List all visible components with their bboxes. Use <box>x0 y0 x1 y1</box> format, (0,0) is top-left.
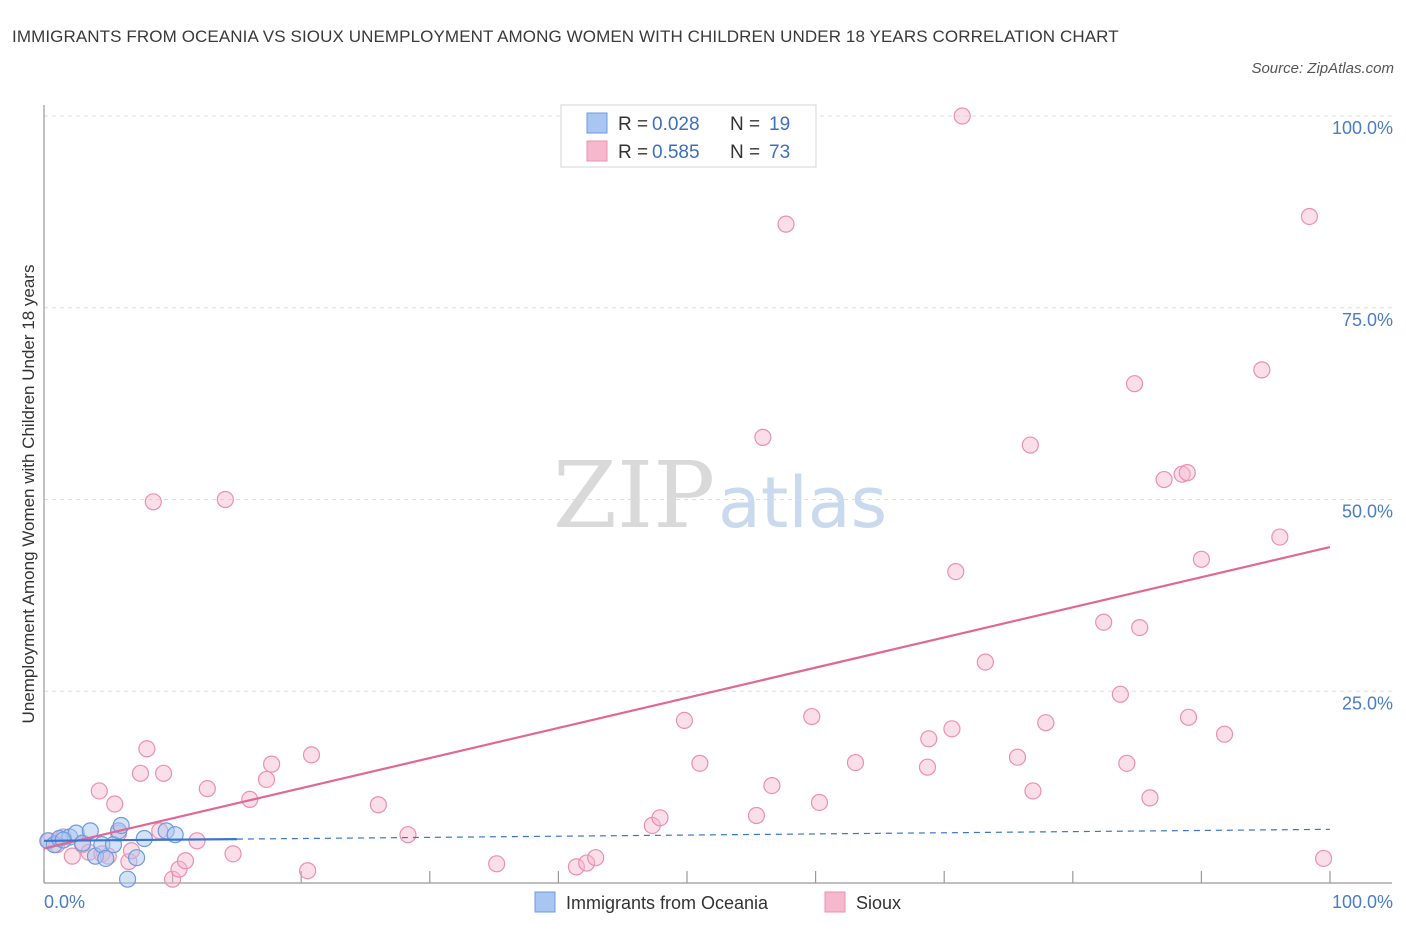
watermark-zip: ZIP <box>553 442 715 549</box>
sioux-point-35 <box>587 849 605 867</box>
y-tick-label-50: 50.0% <box>1342 502 1393 522</box>
y-tick-label-75: 75.0% <box>1342 310 1393 330</box>
chart-source: Source: ZipAtlas.com <box>1251 60 1394 77</box>
sioux-point-9 <box>106 795 124 813</box>
sioux-point-13 <box>131 764 150 782</box>
sioux-point-24 <box>224 845 242 863</box>
sioux-point-67 <box>1192 550 1211 568</box>
sioux-point-45 <box>810 793 829 812</box>
oceania-point-15 <box>135 829 153 848</box>
sioux-point-39 <box>691 754 709 772</box>
sioux-point-6 <box>90 782 108 800</box>
legend-n-label-sioux: N = <box>730 142 760 163</box>
sioux-point-56 <box>1037 714 1055 732</box>
y-tick-label-25: 25.0% <box>1342 693 1393 713</box>
legend-r-label-oceania: R = <box>618 114 648 135</box>
x-tick-label-min: 0.0% <box>44 892 85 912</box>
sioux-point-59 <box>1118 754 1136 772</box>
sioux-point-52 <box>976 653 994 671</box>
sioux-point-54 <box>1021 436 1039 454</box>
sioux-point-55 <box>1024 782 1042 800</box>
sioux-point-15 <box>144 493 162 511</box>
sioux-point-58 <box>1111 685 1129 703</box>
sioux-point-32 <box>488 855 506 873</box>
oceania-point-13 <box>118 870 137 888</box>
legend-swatch-oceania <box>586 112 608 134</box>
sioux-point-60 <box>1125 375 1144 393</box>
series-legend-swatch-oceania <box>534 891 556 913</box>
sioux-trend-line <box>43 545 1331 850</box>
sioux-point-38 <box>675 711 694 729</box>
correlation-legend: R = 0.028 N = 19 R = 0.585 N = 73 <box>560 104 817 168</box>
gridlines <box>44 115 1392 692</box>
oceania-point-6 <box>81 822 99 840</box>
legend-n-value-sioux: 73 <box>769 142 790 163</box>
series-legend-label-oceania: Immigrants from Oceania <box>566 893 769 913</box>
watermark-atlas: atlas <box>718 462 887 544</box>
sioux-point-72 <box>1314 849 1333 868</box>
x-tick-label-max: 100.0% <box>1332 892 1393 912</box>
sioux-point-47 <box>918 758 937 776</box>
sioux-point-30 <box>369 796 387 814</box>
oceania-point-14 <box>127 849 146 867</box>
sioux-point-21 <box>188 832 206 850</box>
sioux-point-42 <box>763 776 781 795</box>
series-legend-label-sioux: Sioux <box>856 893 901 913</box>
oceania-points <box>39 816 184 888</box>
sioux-point-14 <box>138 740 156 758</box>
sioux-point-49 <box>943 720 961 738</box>
sioux-point-68 <box>1215 725 1234 743</box>
sioux-point-69 <box>1253 361 1271 379</box>
sioux-point-22 <box>198 780 216 798</box>
series-legend: Immigrants from Oceania Sioux <box>534 891 901 913</box>
x-axis-ticks <box>43 871 1331 883</box>
sioux-point-61 <box>1131 618 1149 637</box>
chart-title: IMMIGRANTS FROM OCEANIA VS SIOUX UNEMPLO… <box>12 27 1119 46</box>
sioux-point-71 <box>1300 207 1319 226</box>
legend-r-value-sioux: 0.585 <box>652 142 700 163</box>
sioux-point-53 <box>1008 748 1027 766</box>
sioux-point-66 <box>1179 708 1198 726</box>
sioux-point-41 <box>754 428 772 446</box>
sioux-point-57 <box>1095 613 1113 631</box>
y-tick-label-100: 100.0% <box>1332 118 1393 138</box>
legend-n-value-oceania: 19 <box>769 114 790 135</box>
sioux-point-27 <box>263 755 281 773</box>
sioux-point-44 <box>803 707 821 726</box>
legend-r-value-oceania: 0.028 <box>652 114 700 135</box>
sioux-point-3 <box>63 847 81 865</box>
series-legend-swatch-sioux <box>824 891 846 913</box>
sioux-point-28 <box>299 862 317 880</box>
legend-r-label-sioux: R = <box>618 142 648 163</box>
sioux-point-33 <box>567 858 586 876</box>
sioux-point-43 <box>777 215 795 233</box>
sioux-point-26 <box>257 770 276 789</box>
sioux-point-50 <box>947 562 965 581</box>
legend-n-label-oceania: N = <box>730 114 760 135</box>
sioux-point-20 <box>176 852 195 870</box>
sioux-point-34 <box>578 854 596 872</box>
sioux-point-70 <box>1271 528 1289 546</box>
sioux-point-23 <box>216 490 234 509</box>
y-axis-title: Unemployment Among Women with Children U… <box>19 265 38 724</box>
oceania-point-9 <box>97 849 115 868</box>
sioux-point-40 <box>747 806 766 825</box>
sioux-point-31 <box>399 826 417 844</box>
sioux-point-18 <box>164 870 182 888</box>
sioux-point-46 <box>846 753 865 772</box>
legend-swatch-sioux <box>586 140 608 162</box>
sioux-point-65 <box>1178 464 1196 482</box>
trend-lines <box>43 545 1331 850</box>
sioux-point-29 <box>302 746 321 764</box>
sioux-point-37 <box>651 809 669 827</box>
sioux-point-51 <box>953 107 971 125</box>
sioux-point-48 <box>920 730 938 748</box>
sioux-point-63 <box>1155 470 1173 489</box>
y-tick-labels: 25.0% 50.0% 75.0% 100.0% <box>1332 118 1393 713</box>
oceania-trend-line-solid <box>43 837 237 842</box>
sioux-point-17 <box>154 764 173 782</box>
sioux-point-62 <box>1141 789 1159 807</box>
